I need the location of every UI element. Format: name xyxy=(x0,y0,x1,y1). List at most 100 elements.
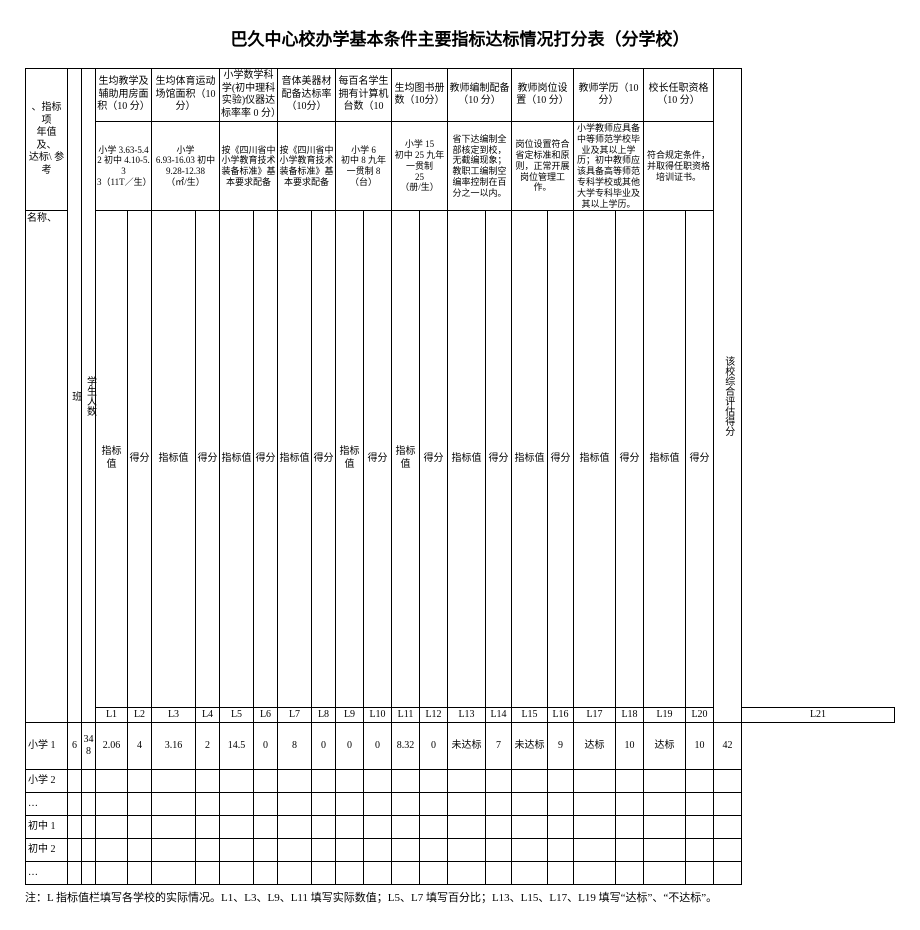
s6: 小学 15 初中 25 九年 一贯制 25 （册/生） xyxy=(392,122,448,211)
footnote: 注：L 指标值栏填写各学校的实际情况。L1、L3、L9、L11 填写实际数值；L… xyxy=(25,889,895,905)
L2: L2 xyxy=(128,707,152,723)
cell: 2.06 xyxy=(96,723,128,770)
cell xyxy=(486,839,512,862)
cell xyxy=(278,839,312,862)
table-row: … xyxy=(26,862,895,885)
cell xyxy=(254,770,278,793)
L21: L21 xyxy=(742,707,895,723)
cell xyxy=(548,862,574,885)
cell xyxy=(152,862,196,885)
L1: L1 xyxy=(96,707,128,723)
df3: 得分 xyxy=(254,211,278,707)
cell: 348 xyxy=(82,723,96,770)
page-title: 巴久中心校办学基本条件主要指标达标情况打分表（分学校） xyxy=(25,25,895,50)
cell xyxy=(312,793,336,816)
cell xyxy=(616,862,644,885)
cell xyxy=(96,793,128,816)
cell xyxy=(68,862,82,885)
comp-header: 该校综合评估得分 xyxy=(714,69,742,723)
L4: L4 xyxy=(196,707,220,723)
cell xyxy=(196,793,220,816)
cell xyxy=(68,839,82,862)
cell: … xyxy=(26,862,68,885)
cell xyxy=(278,816,312,839)
L13: L13 xyxy=(448,707,486,723)
cell: 0 xyxy=(364,723,392,770)
cell xyxy=(152,839,196,862)
df4: 得分 xyxy=(312,211,336,707)
table-row: 小学 163482.0643.16214.5080008.320未达标7未达标9… xyxy=(26,723,895,770)
student-count-header: 学生人数 xyxy=(82,69,96,723)
cell: 7 xyxy=(486,723,512,770)
L17: L17 xyxy=(574,707,616,723)
L10: L10 xyxy=(364,707,392,723)
zb10: 指标值 xyxy=(644,211,686,707)
cell xyxy=(616,770,644,793)
cell xyxy=(512,839,548,862)
cell xyxy=(448,862,486,885)
s10: 符合规定条件，并取得任职资格培训证书。 xyxy=(644,122,714,211)
cell xyxy=(644,839,686,862)
cell xyxy=(616,793,644,816)
cell: 0 xyxy=(420,723,448,770)
s2: 小学 6.93-16.03 初中 9.28-12.38 （㎡/生） xyxy=(152,122,220,211)
L15: L15 xyxy=(512,707,548,723)
table-row: 初中 1 xyxy=(26,816,895,839)
cell xyxy=(574,770,616,793)
cell xyxy=(254,816,278,839)
cell xyxy=(128,862,152,885)
cell xyxy=(196,770,220,793)
zb5: 指标值 xyxy=(336,211,364,707)
cell xyxy=(714,816,742,839)
ban-header: 班 xyxy=(68,69,82,723)
zb7: 指标值 xyxy=(448,211,486,707)
cell xyxy=(220,816,254,839)
cell xyxy=(128,770,152,793)
cell xyxy=(82,770,96,793)
cell xyxy=(152,793,196,816)
df7: 得分 xyxy=(486,211,512,707)
cell xyxy=(714,793,742,816)
cell: 4 xyxy=(128,723,152,770)
cell: 6 xyxy=(68,723,82,770)
cell xyxy=(336,839,364,862)
L8: L8 xyxy=(312,707,336,723)
cell xyxy=(152,816,196,839)
cell xyxy=(686,793,714,816)
table-row: … xyxy=(26,793,895,816)
cell xyxy=(420,793,448,816)
cell xyxy=(128,793,152,816)
s5: 小学 6 初中 8 九年 一贯制 8 （台） xyxy=(336,122,392,211)
df8: 得分 xyxy=(548,211,574,707)
cell: 3.16 xyxy=(152,723,196,770)
cell xyxy=(312,770,336,793)
cell xyxy=(336,862,364,885)
cell xyxy=(644,770,686,793)
L11: L11 xyxy=(392,707,420,723)
cell: 0 xyxy=(312,723,336,770)
cell xyxy=(336,793,364,816)
L7: L7 xyxy=(278,707,312,723)
cell xyxy=(420,839,448,862)
cell xyxy=(68,770,82,793)
cell xyxy=(96,862,128,885)
cell: 2 xyxy=(196,723,220,770)
cell xyxy=(448,770,486,793)
cell xyxy=(220,839,254,862)
cell: 初中 1 xyxy=(26,816,68,839)
cell xyxy=(68,793,82,816)
h5: 每百名学生拥有计算机台数（10 xyxy=(336,69,392,122)
cell xyxy=(616,816,644,839)
cell xyxy=(714,862,742,885)
cell xyxy=(644,862,686,885)
L9: L9 xyxy=(336,707,364,723)
cell xyxy=(714,770,742,793)
cell: 未达标 xyxy=(512,723,548,770)
cell xyxy=(278,862,312,885)
cell xyxy=(128,839,152,862)
cell: 9 xyxy=(548,723,574,770)
cell xyxy=(420,816,448,839)
cell xyxy=(392,816,420,839)
h9: 教师学历（10分） xyxy=(574,69,644,122)
zb2: 指标值 xyxy=(152,211,196,707)
